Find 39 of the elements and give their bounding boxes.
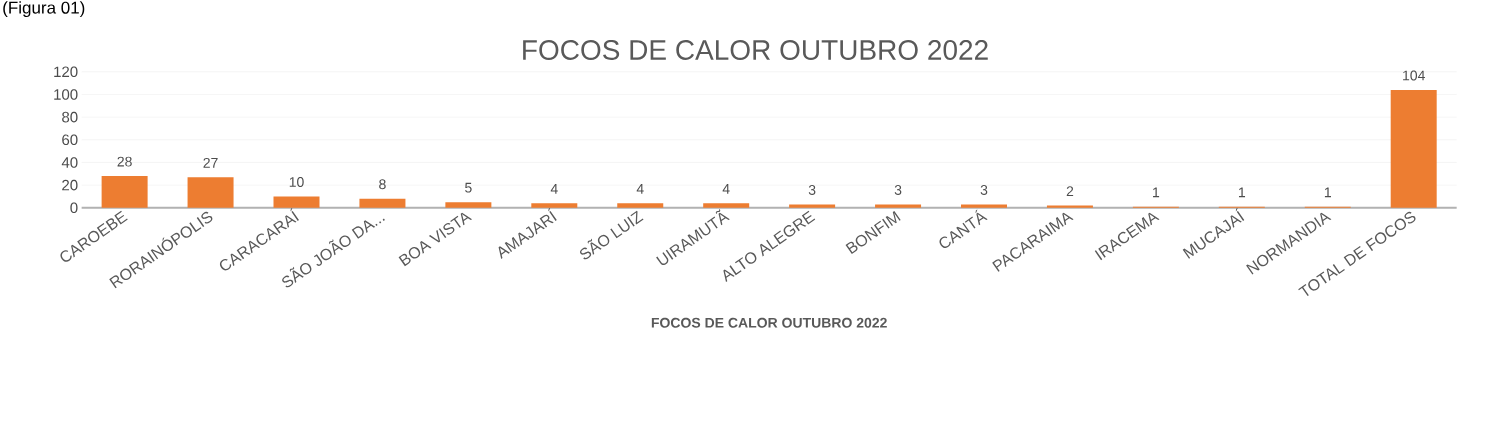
data-label: 27 (203, 157, 218, 168)
data-label: 1 (1153, 187, 1160, 198)
data-label: 3 (980, 184, 988, 195)
y-tick-label: 80 (62, 111, 78, 123)
y-tick-label: 120 (54, 66, 78, 78)
data-label: 104 (1403, 70, 1425, 81)
bar (789, 204, 836, 208)
bar (617, 203, 664, 208)
y-tick-label: 0 (70, 202, 78, 214)
y-tick-label: 60 (62, 134, 78, 146)
data-label: 8 (379, 179, 386, 190)
x-axis-title: FOCOS DE CALOR OUTUBRO 2022 (651, 317, 887, 328)
data-label: 3 (808, 184, 816, 195)
bar (961, 204, 1007, 208)
bar (445, 202, 492, 208)
y-tick-label: 100 (54, 89, 78, 100)
data-label: 5 (465, 182, 472, 193)
bar (1390, 89, 1437, 208)
y-tick-label: 20 (62, 179, 78, 191)
bar (101, 176, 148, 208)
text: (Figura 01) (3, 1, 85, 18)
data-label: 1 (1324, 187, 1331, 198)
data-label: 1 (1238, 187, 1246, 198)
y-tick-label: 40 (61, 157, 78, 168)
bar (531, 203, 578, 208)
data-label: 4 (550, 184, 558, 194)
data-label: 4 (722, 184, 730, 194)
data-label: 2 (1066, 186, 1074, 197)
data-label: 10 (289, 177, 304, 187)
bar (187, 177, 234, 208)
data-label: 28 (117, 156, 132, 167)
bar (359, 198, 406, 208)
bar (703, 203, 750, 208)
data-label: 4 (636, 184, 644, 194)
bar (875, 204, 922, 208)
x-tick-label: SÃO LUIZ (579, 210, 644, 260)
bar (273, 196, 320, 208)
data-label: 3 (894, 184, 902, 195)
chart-title: FOCOS DE CALOR OUTUBRO 2022 (523, 40, 988, 60)
